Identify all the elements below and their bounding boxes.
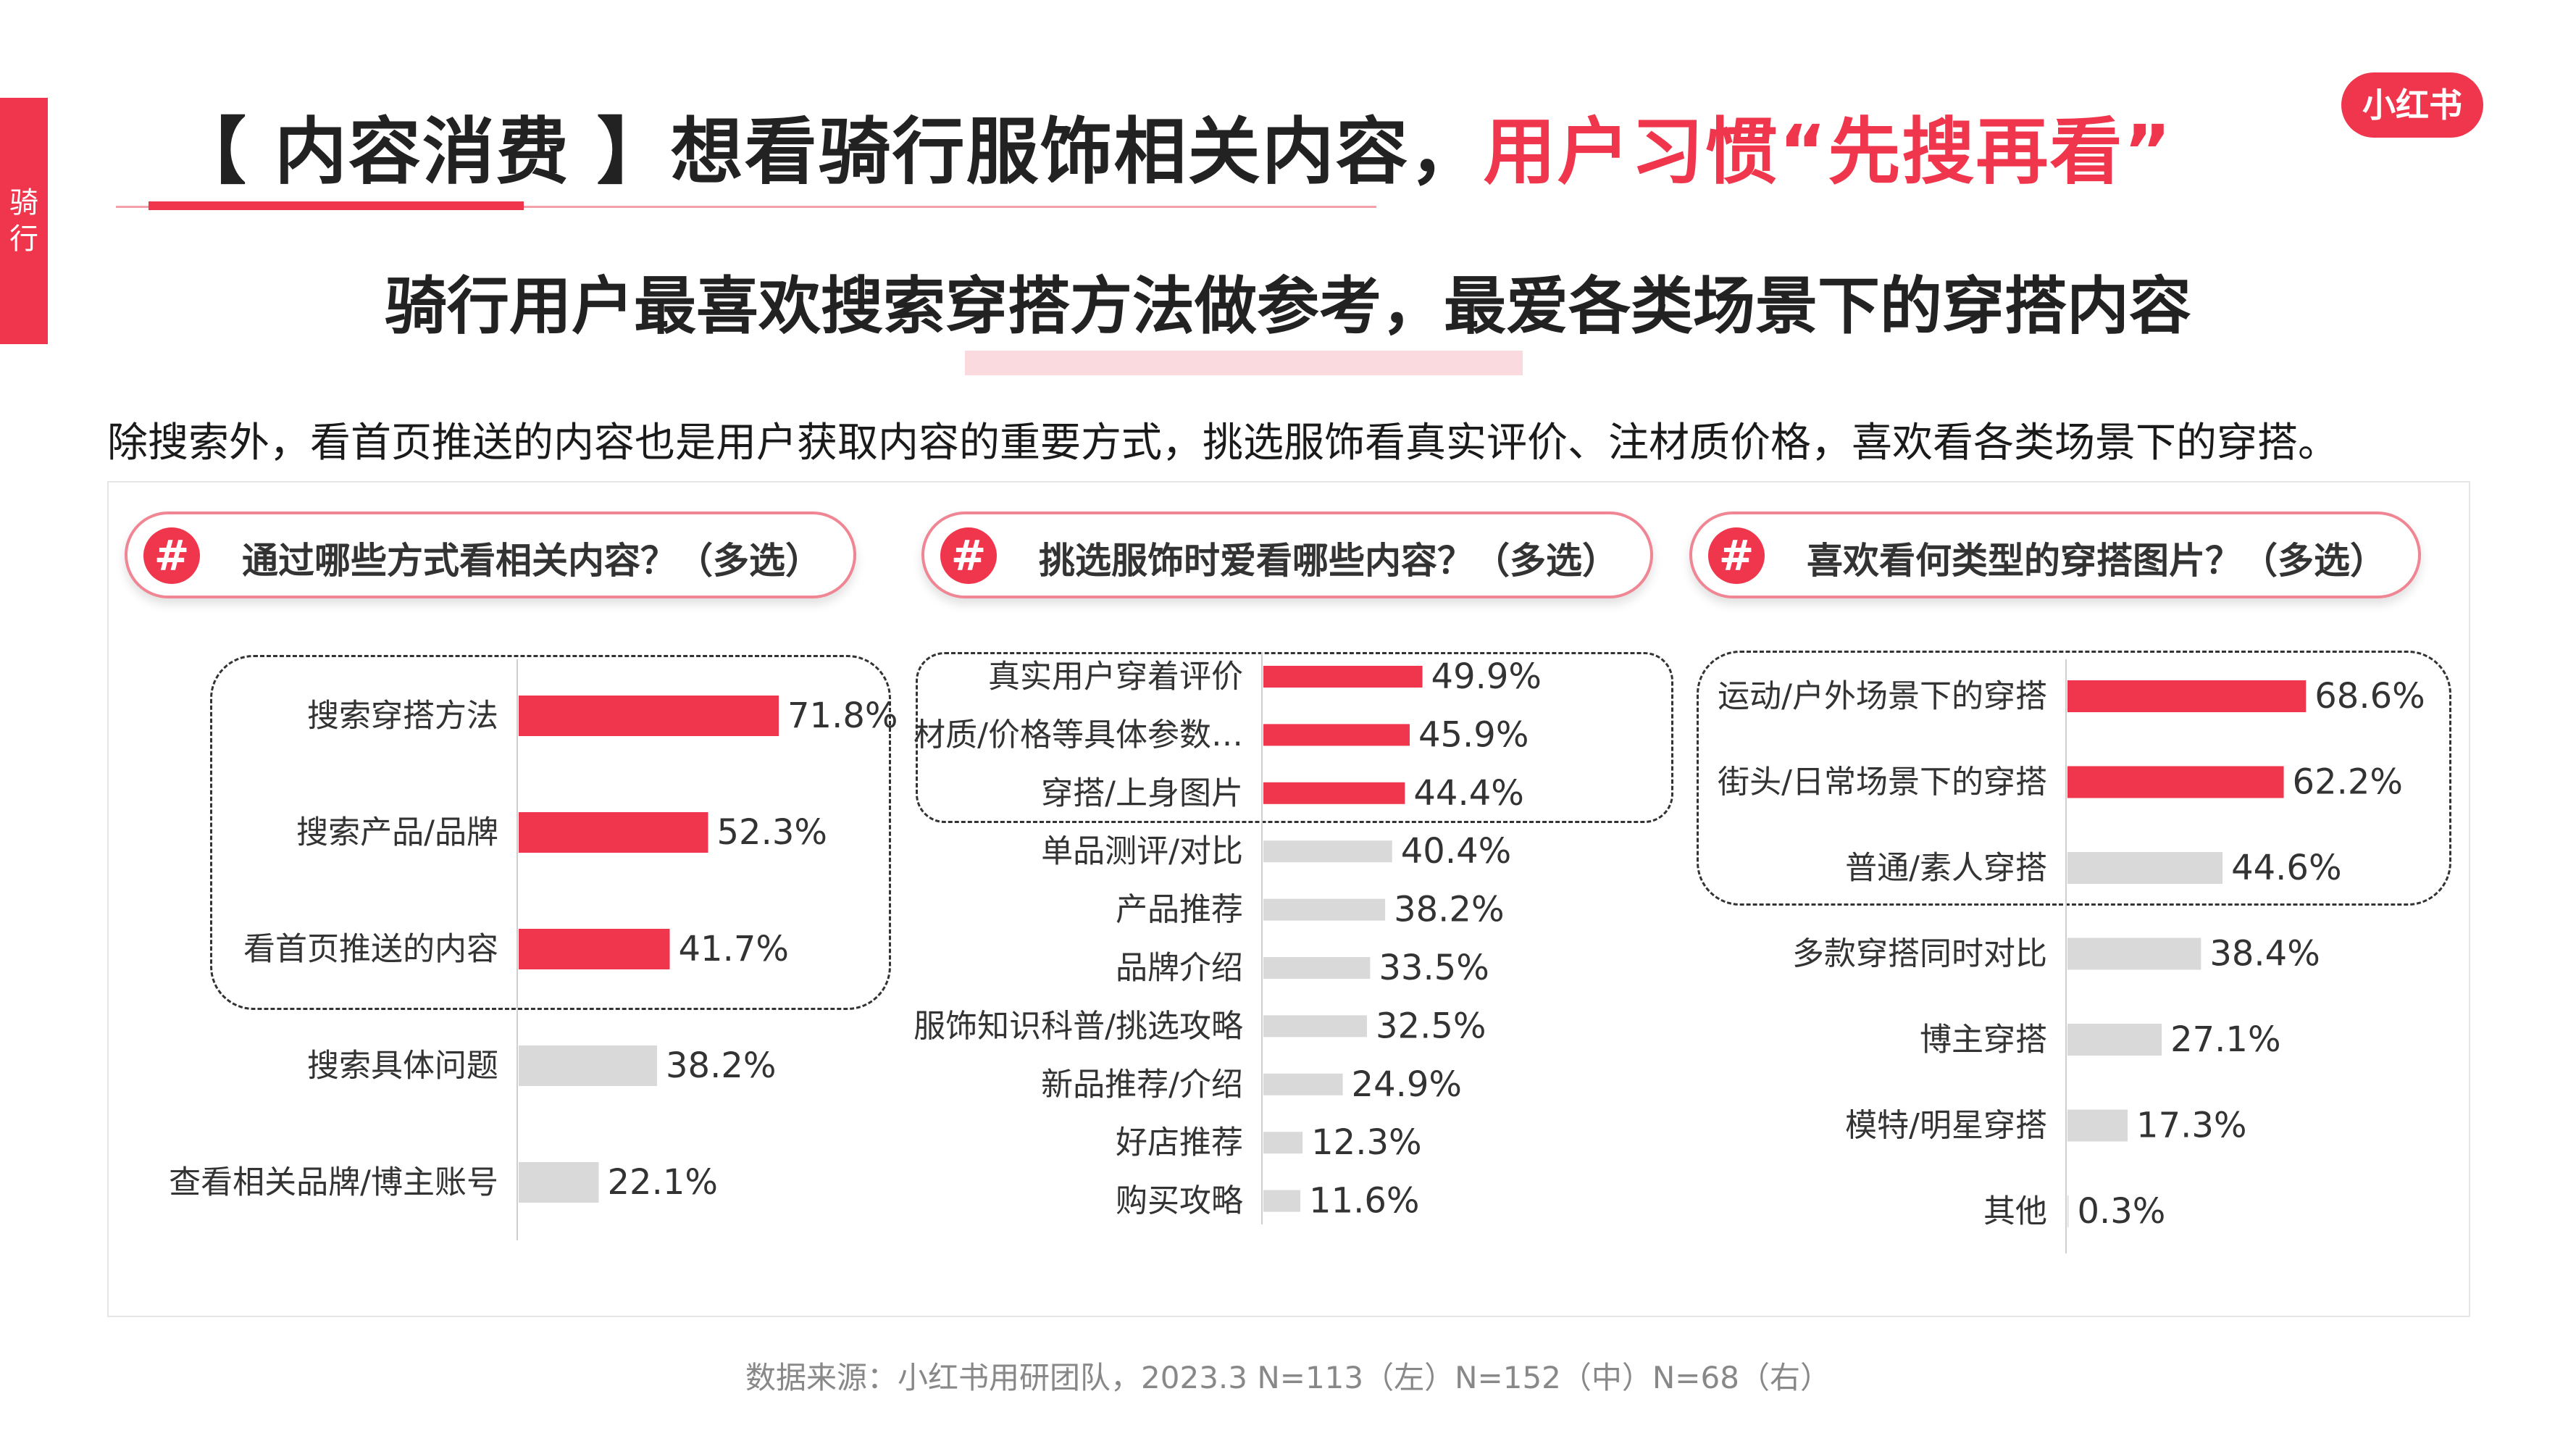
chart-3-category-label: 普通/素人穿搭: [1845, 850, 2047, 887]
chart-2-bar: [1263, 898, 1386, 921]
chart-1-bar: [519, 1045, 657, 1086]
chart-2-value-label: 33.5%: [1379, 948, 1489, 988]
chart-1-category-label: 看首页推送的内容: [243, 931, 498, 968]
highlight-box-1: [210, 655, 891, 1010]
chart-2-value-label: 45.9%: [1418, 714, 1529, 755]
chart-2-value-label: 44.4%: [1413, 773, 1523, 814]
chart-2-bar: [1263, 724, 1410, 746]
description: 除搜索外，看首页推送的内容也是用户获取内容的重要方式，挑选服饰看真实评价、注材质…: [107, 419, 2338, 467]
highlight-box-3: [1697, 651, 2451, 906]
chart-3-value-label: 0.3%: [2077, 1191, 2165, 1232]
question-pill-1: # 通过哪些方式看相关内容？（多选）: [125, 511, 856, 598]
chart-2-bar: [1263, 1190, 1301, 1212]
chart-2-category-label: 好店推荐: [1116, 1124, 1243, 1161]
chart-1-bar: [519, 929, 670, 969]
chart-2-category-label: 穿搭/上身图片: [1041, 774, 1243, 811]
chart-3-category-label: 运动/户外场景下的穿搭: [1718, 678, 2047, 715]
chart-2-bar: [1263, 1132, 1303, 1154]
chart-3-value-label: 68.6%: [2314, 676, 2425, 717]
chart-1-value-label: 41.7%: [679, 929, 789, 969]
side-tab-label-2: 行: [9, 222, 38, 256]
chart-3-value-label: 44.6%: [2231, 848, 2341, 888]
chart-2-category-label: 产品推荐: [1116, 891, 1243, 928]
chart-3-value-label: 62.2%: [2293, 762, 2403, 803]
chart-3-bar: [2067, 1024, 2162, 1056]
chart-1-category-label: 搜索产品/品牌: [296, 814, 498, 851]
chart-3-category-label: 多款穿搭同时对比: [1792, 935, 2047, 972]
chart-2-value-label: 40.4%: [1401, 831, 1511, 872]
chart-1-value-label: 71.8%: [787, 696, 898, 736]
chart-2-bar: [1263, 666, 1423, 688]
question-text-1: 通过哪些方式看相关内容？（多选）: [242, 540, 821, 582]
brand-logo: 小红书: [2341, 72, 2483, 138]
chart-1-category-label: 查看相关品牌/博主账号: [169, 1164, 498, 1201]
highlight-box-2: [916, 652, 1673, 823]
chart-2-category-label: 真实用户穿着评价: [988, 659, 1243, 696]
data-source-footnote: 数据来源：小红书用研团队，2023.3 N=113（左）N=152（中）N=68…: [745, 1360, 1831, 1395]
chart-3-bar: [2067, 1109, 2128, 1142]
chart-3-value-label: 17.3%: [2136, 1106, 2246, 1146]
chart-2-bar: [1263, 782, 1405, 804]
chart-2-bar: [1263, 840, 1392, 863]
chart-2-category-label: 新品推荐/介绍: [1041, 1066, 1243, 1103]
chart-1-category-label: 搜索穿搭方法: [307, 698, 498, 735]
chart-2-value-label: 32.5%: [1376, 1006, 1486, 1046]
chart-1-value-label: 22.1%: [608, 1162, 718, 1203]
side-tab-label-1: 骑: [9, 186, 38, 220]
chart-2-bar: [1263, 1015, 1367, 1037]
subtitle: 骑行用户最喜欢搜索穿搭方法做参考，最爱各类场景下的穿搭内容: [385, 270, 2191, 343]
question-text-3: 喜欢看何类型的穿搭图片？（多选）: [1807, 540, 2386, 582]
chart-2-category-label: 服饰知识科普/挑选攻略: [913, 1008, 1243, 1045]
side-tab: 骑 行: [0, 98, 48, 344]
chart-3-value-label: 38.4%: [2209, 934, 2320, 974]
question-pill-2: # 挑选服饰时爱看哪些内容？（多选）: [921, 511, 1653, 598]
content-panel: [107, 481, 2470, 1317]
chart-1-category-label: 搜索具体问题: [307, 1048, 498, 1085]
chart-1-value-label: 52.3%: [717, 812, 827, 853]
chart-2-value-label: 11.6%: [1309, 1181, 1419, 1222]
hash-icon: #: [1708, 527, 1765, 584]
question-text-2: 挑选服饰时爱看哪些内容？（多选）: [1039, 540, 1618, 582]
chart-2-category-label: 材质/价格等具体参数…: [913, 717, 1243, 753]
chart-2-value-label: 49.9%: [1431, 656, 1542, 697]
page-title: 【 内容消费 】想看骑行服饰相关内容，用户习惯“先搜再看”: [174, 93, 2173, 198]
chart-2-value-label: 12.3%: [1311, 1122, 1421, 1163]
hash-icon: #: [143, 527, 200, 584]
hash-icon: #: [940, 527, 997, 584]
title-main: 【 内容消费 】想看骑行服饰相关内容，: [174, 109, 1484, 194]
chart-2-category-label: 单品测评/对比: [1041, 833, 1243, 870]
chart-3-category-label: 模特/明星穿搭: [1845, 1107, 2047, 1144]
chart-1-bar: [519, 812, 708, 853]
chart-3-bar: [2067, 938, 2201, 970]
chart-3-value-label: 27.1%: [2170, 1019, 2280, 1060]
title-underline-accent: [149, 201, 524, 210]
chart-2-bar: [1263, 957, 1371, 979]
chart-3-bar: [2067, 852, 2223, 884]
chart-3-bar: [2067, 766, 2284, 798]
chart-3-category-label: 博主穿搭: [1920, 1022, 2047, 1058]
chart-1-bar: [519, 1162, 599, 1203]
chart-3-bar: [2067, 680, 2307, 712]
chart-3-bar: [2067, 1195, 2069, 1227]
chart-2-bar: [1263, 1073, 1343, 1095]
subtitle-highlight-bar: [965, 351, 1523, 375]
title-underline: [116, 206, 1376, 208]
chart-3-category-label: 街头/日常场景下的穿搭: [1718, 764, 2047, 801]
question-pill-3: # 喜欢看何类型的穿搭图片？（多选）: [1689, 511, 2421, 598]
chart-2-category-label: 品牌介绍: [1116, 950, 1243, 987]
title-highlight: 用户习惯“先搜再看”: [1483, 109, 2173, 194]
chart-3-category-label: 其他: [1983, 1193, 2047, 1230]
chart-2-category-label: 购买攻略: [1116, 1182, 1243, 1219]
chart-1-bar: [519, 696, 779, 736]
chart-2-value-label: 38.2%: [1394, 890, 1504, 930]
chart-1-value-label: 38.2%: [666, 1045, 776, 1086]
chart-2-value-label: 24.9%: [1352, 1064, 1462, 1105]
